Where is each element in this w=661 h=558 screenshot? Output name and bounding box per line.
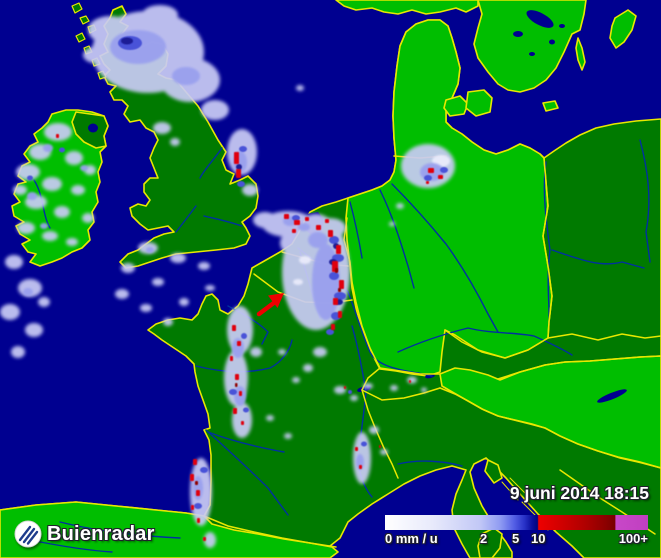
border-cz-pl — [547, 333, 661, 341]
legend-label-100plus: 100+ — [618, 531, 648, 546]
river-ebro — [59, 521, 181, 539]
precipitation-legend: 0 mm / u 2 5 10 100+ — [385, 515, 648, 547]
heavy-rain-cells — [56, 134, 443, 541]
legend-label-0mm: 0 mm / u — [385, 531, 438, 546]
river-ems — [349, 201, 363, 259]
lake-vanern — [526, 10, 554, 28]
river-duero — [29, 539, 113, 553]
river-thames — [203, 215, 243, 227]
river-dordogne — [207, 431, 285, 453]
precipitation-overlay — [0, 5, 455, 548]
buienradar-logo-icon — [14, 520, 42, 548]
island-gotland — [609, 9, 637, 49]
border-de-fr — [351, 281, 381, 369]
island-oland — [575, 37, 586, 71]
lake-lough-neagh — [88, 123, 98, 133]
buienradar-branding: Buienradar — [13, 519, 155, 549]
legend-color-scale — [385, 515, 648, 530]
border-ch-de — [379, 367, 441, 375]
island-zealand — [465, 89, 493, 117]
river-danube — [397, 327, 573, 356]
border-ch-it — [361, 387, 441, 401]
border-de-cz — [444, 329, 549, 359]
border-fr-es — [203, 515, 337, 548]
border-fr-it — [361, 389, 399, 479]
border-de-pl — [542, 157, 553, 339]
border-cz-at — [497, 355, 661, 380]
legend-label-10: 10 — [531, 531, 546, 546]
river-trent — [199, 147, 223, 179]
legend-label-2: 2 — [480, 531, 488, 546]
river-po — [397, 460, 463, 467]
border-si-hr — [544, 427, 661, 469]
island-funen — [443, 95, 469, 117]
river-severn — [175, 205, 197, 233]
storm-direction-arrow — [256, 293, 284, 317]
border-at-it-si — [439, 387, 546, 429]
river-loire — [195, 339, 293, 373]
buienradar-logo-text: Buienradar — [47, 522, 155, 545]
peninsula-istria — [484, 459, 503, 484]
legend-labels: 0 mm / u 2 5 10 100+ — [385, 531, 648, 547]
river-garonne — [205, 429, 289, 516]
river-vistula — [639, 139, 651, 263]
legend-label-5: 5 — [512, 531, 520, 546]
river-warta — [551, 249, 645, 269]
island-bornholm — [542, 100, 559, 112]
lake-balaton — [597, 389, 627, 403]
river-oder — [543, 161, 551, 325]
river-elbe — [391, 183, 499, 333]
radar-timestamp: 9 juni 2014 18:15 — [509, 483, 649, 503]
river-weser — [379, 189, 415, 289]
river-seine — [227, 305, 269, 345]
